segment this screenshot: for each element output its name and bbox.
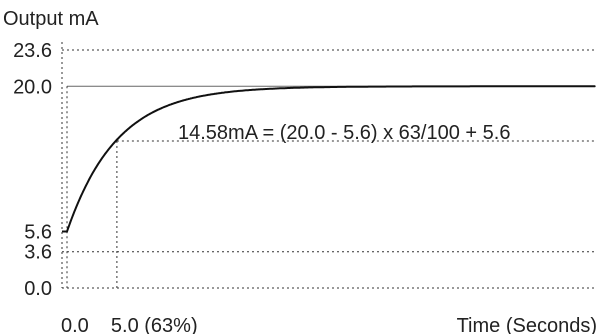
y-tick-label: 23.6	[13, 40, 52, 62]
y-axis-title: Output mA	[3, 8, 99, 30]
x-tick-label: 5.0 (63%)	[111, 315, 198, 334]
series-line-output	[62, 85, 596, 233]
x-tick-labels: 0.0 5.0 (63%)	[61, 315, 198, 334]
formula-annotation: 14.58mA = (20.0 - 5.6) x 63/100 + 5.6	[178, 122, 510, 144]
y-tick-label: 5.6	[24, 222, 52, 244]
x-axis-title: Time (Seconds)	[457, 315, 597, 334]
series-layer	[62, 85, 596, 233]
y-tick-label: 0.0	[24, 278, 52, 300]
y-tick-label: 20.0	[13, 76, 52, 98]
axes	[61, 42, 596, 289]
y-tick-label: 3.6	[24, 242, 52, 264]
x-tick-label: 0.0	[61, 315, 89, 334]
y-tick-labels: 0.0 3.65.6 20.0 23.6	[13, 40, 52, 300]
